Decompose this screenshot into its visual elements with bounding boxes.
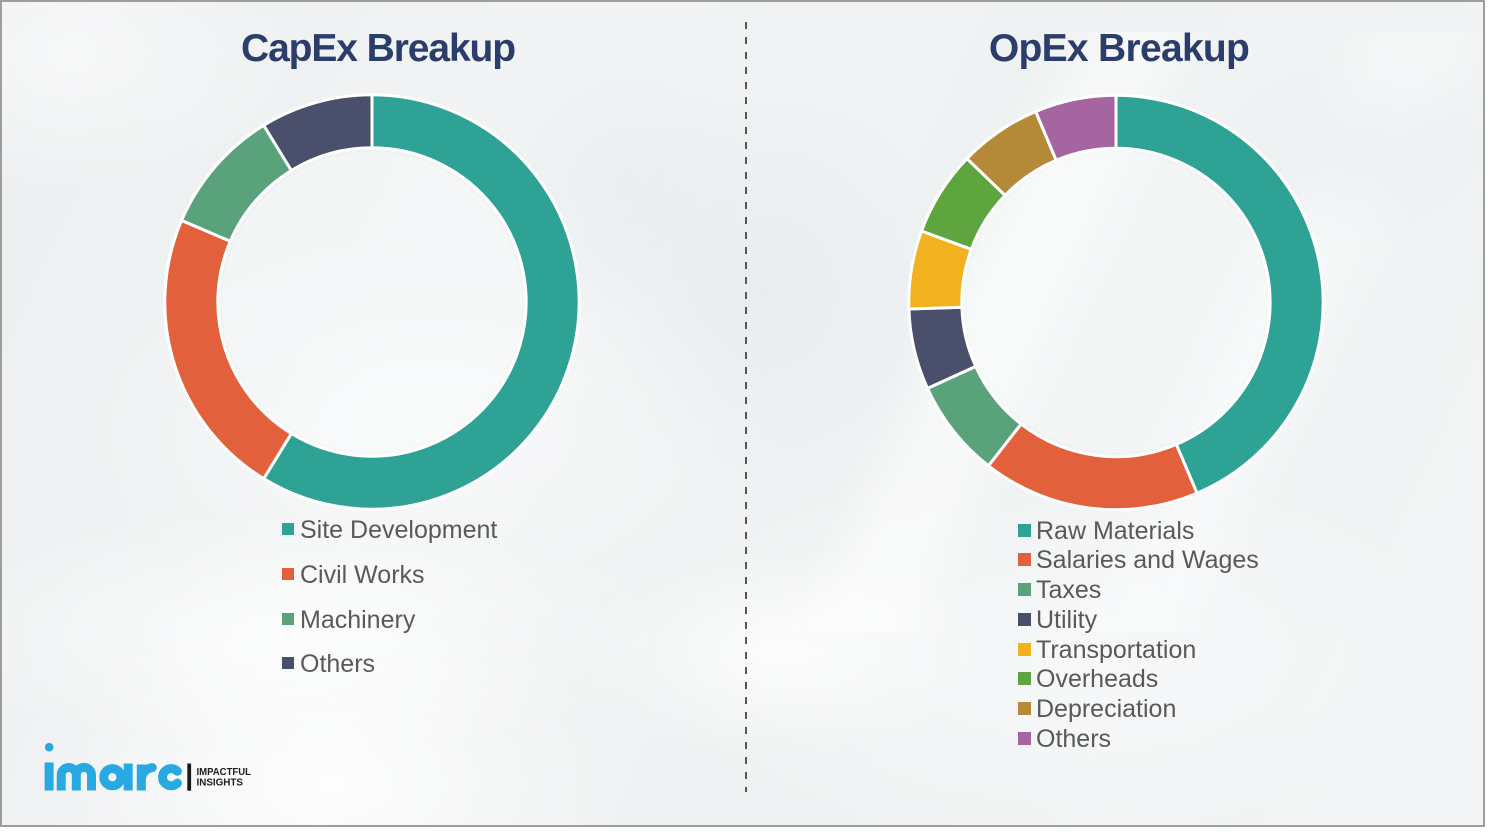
svg-text:INSIGHTS: INSIGHTS bbox=[197, 776, 244, 788]
svg-text:IMPACTFUL: IMPACTFUL bbox=[197, 766, 252, 778]
